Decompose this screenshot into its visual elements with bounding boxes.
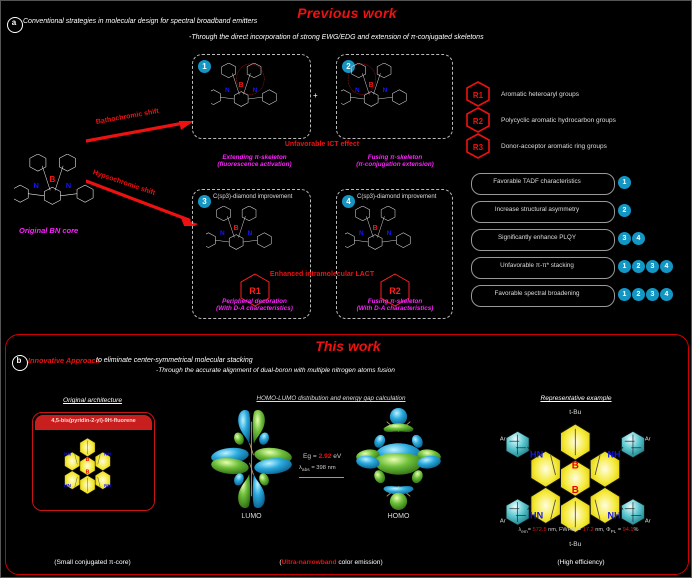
svg-text:R1: R1 bbox=[249, 286, 261, 296]
svg-text:R2: R2 bbox=[473, 117, 484, 126]
svg-text:R3: R3 bbox=[473, 143, 484, 152]
svg-text:R1: R1 bbox=[473, 91, 484, 100]
svg-text:R2: R2 bbox=[389, 286, 401, 296]
